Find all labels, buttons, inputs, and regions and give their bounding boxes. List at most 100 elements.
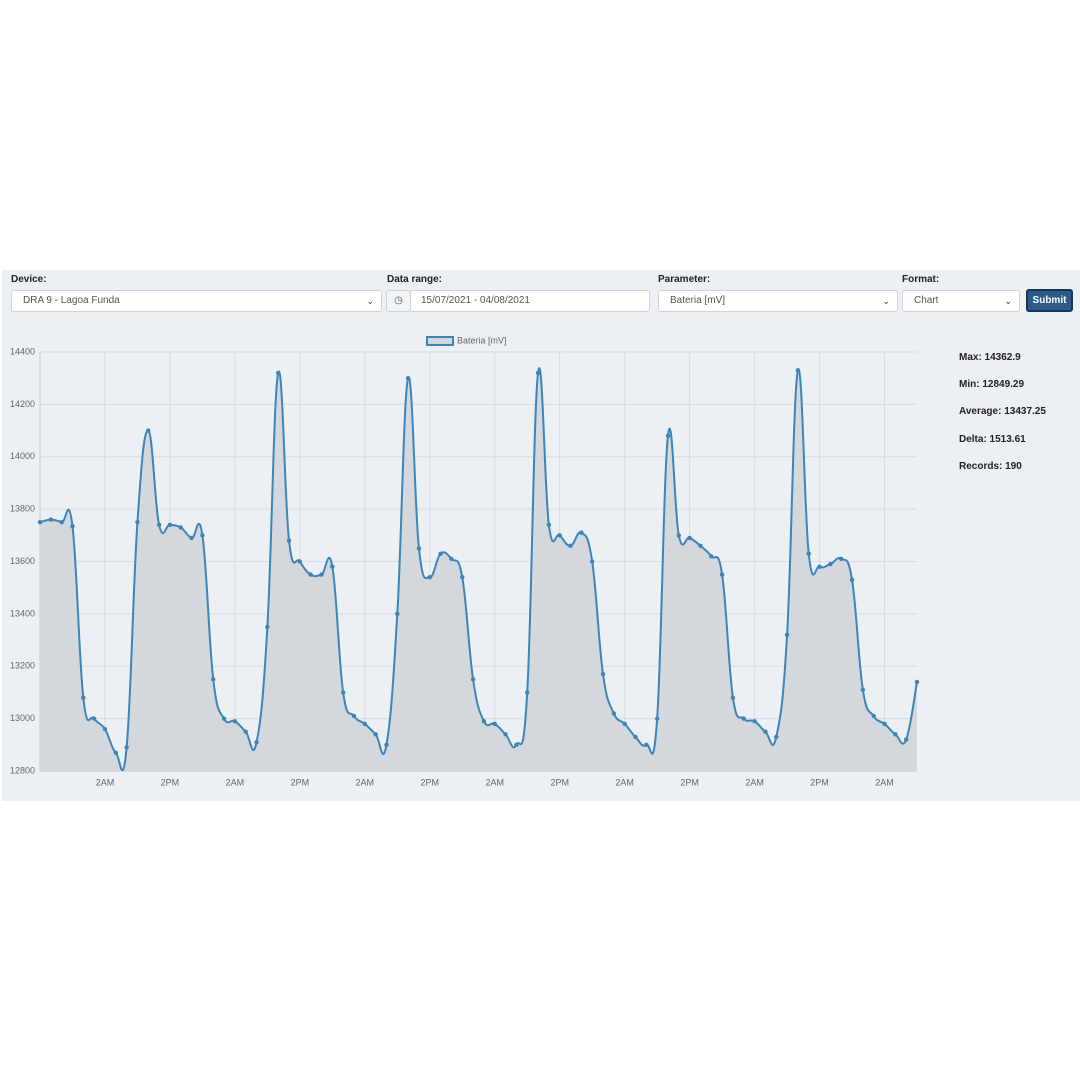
point: [351, 713, 357, 719]
point: [546, 522, 552, 528]
point: [438, 551, 443, 556]
point: [178, 525, 183, 530]
legend-swatch: [426, 336, 454, 346]
y-tick-label: 13400: [10, 608, 35, 618]
point: [70, 523, 75, 529]
parameter-label: Parameter:: [658, 274, 711, 285]
point: [156, 522, 162, 528]
x-tick-label: 2AM: [745, 777, 764, 787]
format-value: Chart: [914, 295, 939, 306]
point: [654, 716, 660, 721]
point: [286, 538, 292, 543]
stat: Max: 14362.9: [959, 352, 1021, 363]
point: [903, 737, 909, 742]
x-tick-label: 2AM: [226, 777, 245, 787]
y-tick-label: 14000: [10, 451, 35, 461]
line: [39, 367, 918, 772]
point: [828, 561, 833, 567]
point: [784, 632, 790, 638]
area: [40, 368, 917, 771]
point: [48, 517, 54, 522]
point: [503, 732, 508, 737]
y-tick-label: 13000: [10, 713, 35, 723]
stat: Min: 12849.29: [959, 379, 1025, 391]
point: [763, 729, 768, 734]
y-tick-label: 13200: [10, 661, 35, 671]
submit-button[interactable]: Submit: [1026, 289, 1073, 312]
point: [395, 611, 400, 617]
point: [514, 742, 519, 748]
x-tick-label: 2PM: [680, 777, 699, 787]
y-tick-label: 14400: [10, 346, 35, 356]
point: [362, 721, 368, 727]
range-label: Data range:: [387, 274, 443, 285]
point: [600, 671, 606, 677]
point: [275, 370, 281, 376]
point: [893, 732, 898, 737]
point: [882, 721, 887, 727]
point: [525, 690, 530, 695]
point: [200, 533, 205, 538]
stat: Records: 190: [959, 460, 1022, 472]
point: [254, 739, 259, 745]
point: [665, 433, 671, 438]
point: [340, 690, 346, 695]
point: [81, 695, 86, 700]
format-select[interactable]: Chart ⌄: [902, 290, 1020, 312]
point: [611, 711, 617, 716]
point: [622, 721, 627, 727]
calendar-icon[interactable]: ◷: [386, 290, 411, 312]
point: [59, 520, 64, 525]
point: [189, 535, 194, 541]
y-tick-label: 12800: [10, 765, 35, 775]
x-tick-label: 2PM: [421, 777, 440, 787]
point: [232, 719, 238, 724]
point: [676, 533, 682, 538]
point: [849, 577, 855, 583]
x-tick-label: 2AM: [356, 777, 375, 787]
point: [319, 572, 324, 577]
point: [449, 556, 454, 562]
point: [167, 522, 173, 528]
x-tick-label: 2AM: [615, 777, 634, 787]
chevron: ⌄: [882, 296, 890, 306]
point: [470, 677, 476, 682]
point: [265, 624, 270, 630]
point: [416, 546, 422, 551]
range-input[interactable]: 15/07/2021 - 04/08/2021: [410, 290, 650, 312]
point: [709, 554, 714, 559]
x-tick-label: 2AM: [96, 777, 115, 787]
point: [330, 564, 335, 569]
point: [730, 695, 736, 700]
y-tick-label: 13800: [10, 504, 35, 514]
device-select[interactable]: DRA 9 - Lagoa Funda ⌄: [11, 290, 382, 312]
y-tick-label: 13600: [10, 556, 35, 566]
point: [221, 716, 227, 721]
point: [211, 677, 216, 682]
x-tick-label: 2AM: [485, 777, 504, 787]
point: [860, 687, 866, 693]
point: [589, 559, 595, 564]
point: [633, 734, 638, 740]
point: [914, 679, 920, 685]
point: [839, 556, 844, 562]
point: [719, 572, 725, 577]
point: [113, 750, 118, 755]
stat: Delta: 1513.61: [959, 433, 1026, 445]
device-value: DRA 9 - Lagoa Funda: [23, 295, 120, 306]
point: [698, 543, 703, 548]
parameter-select[interactable]: Bateria [mV] ⌄: [658, 290, 898, 312]
stat: Average: 13437.25: [959, 406, 1046, 418]
point: [373, 732, 378, 737]
point: [535, 370, 541, 376]
point: [297, 559, 303, 564]
parameter-value: Bateria [mV]: [670, 295, 726, 306]
point: [741, 716, 746, 721]
point: [124, 745, 129, 750]
point: [774, 734, 779, 740]
point: [102, 726, 108, 732]
x-tick-label: 2PM: [291, 777, 310, 787]
point: [579, 530, 584, 535]
point: [460, 575, 465, 580]
